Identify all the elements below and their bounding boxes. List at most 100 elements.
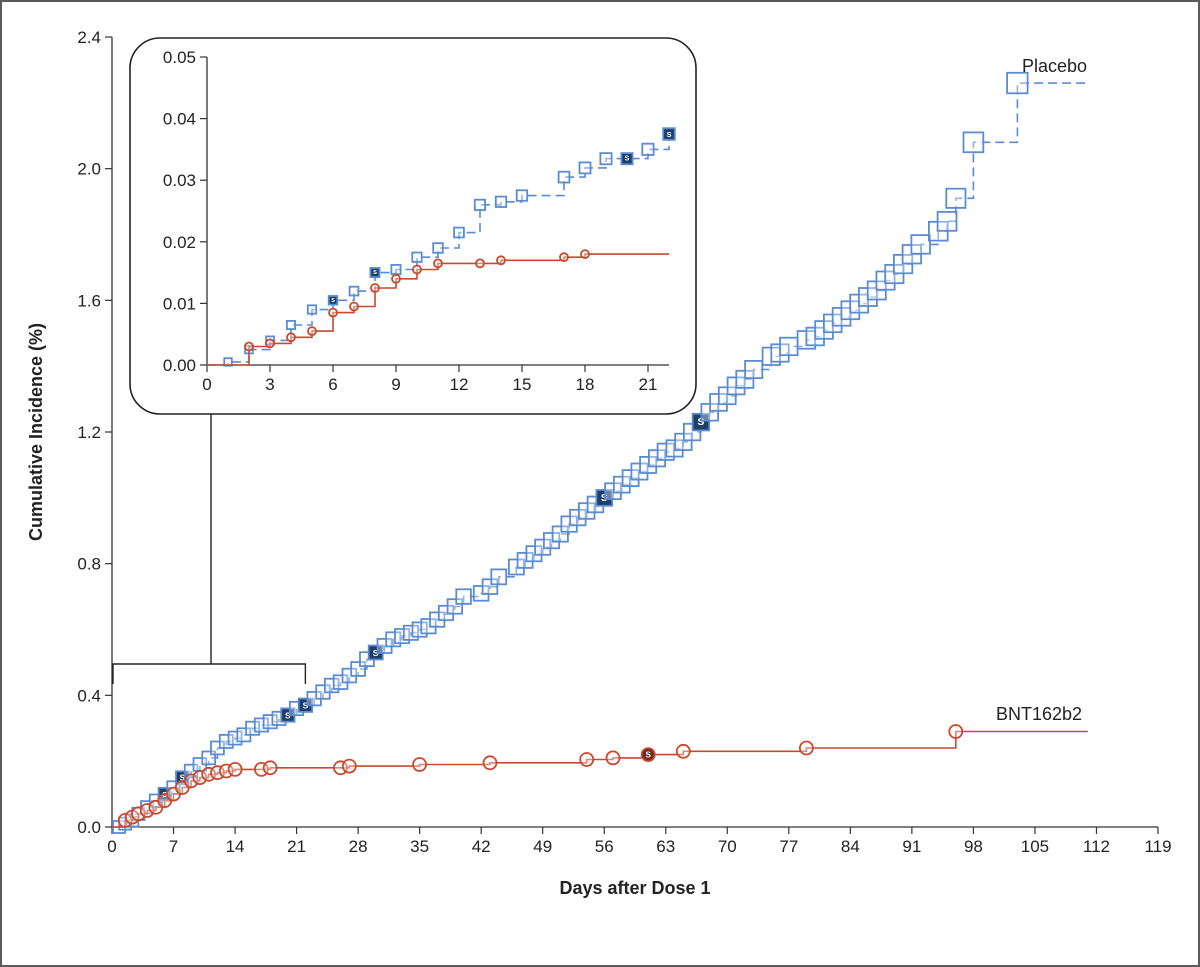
main-x-tick-label: 56: [595, 837, 614, 856]
inset-bnt162b2-point: [307, 326, 317, 337]
main-y-tick-label: 0.0: [77, 818, 101, 837]
main-placebo-point: [490, 568, 508, 586]
inset-x-tick-label: 12: [450, 375, 469, 394]
inset-bnt162b2-point: [370, 283, 380, 293]
main-y-tick-label: 0.4: [77, 686, 101, 705]
main-placebo-point: [534, 538, 552, 556]
main-bnt162b2-point: [579, 752, 595, 767]
inset-bnt162b2-point: [496, 255, 506, 266]
inset-x-tick-label: 3: [265, 375, 274, 394]
inset-placebo-point: [557, 170, 571, 184]
inset-placebo-point: [662, 127, 676, 141]
main-bnt162b2-point: [117, 813, 133, 828]
main-bnt162b2-point: [227, 762, 243, 777]
zoom-bracket: [112, 414, 307, 684]
inset-placebo-point: [432, 242, 444, 254]
inset-x-tick-label: 21: [639, 375, 658, 394]
main-series-bnt162b2: S: [112, 724, 1088, 828]
inset-bnt162b2-point: [433, 258, 443, 269]
inset-placebo-point: [390, 263, 402, 275]
main-plot: 0 7 14 21 28 35 42 49 56 63 70 77 84 91 98 105 112 1190.0…: [77, 28, 1171, 856]
inset-y-tick-label: 0.03: [163, 171, 196, 190]
main-x-tick-label: 91: [902, 837, 921, 856]
inset-placebo-point: [306, 304, 318, 315]
bnt162b2-label: BNT162b2: [996, 704, 1082, 724]
main-x-tick-label: 21: [287, 837, 306, 856]
main-placebo-point: [481, 578, 499, 595]
inset-series-bnt162b2: [207, 249, 669, 366]
inset-marker-label: S: [625, 156, 630, 163]
main-x-tick-label: 84: [841, 837, 860, 856]
zoom-bracket-line: [112, 663, 307, 684]
inset-x-tick-label: 6: [328, 375, 337, 394]
inset-bnt162b2-point: [391, 273, 401, 284]
main-marker-label: S: [303, 701, 309, 711]
main-marker-label: S: [180, 774, 185, 783]
main-placebo-point: [604, 482, 622, 500]
main-marker-label: S: [373, 648, 379, 658]
main-placebo-point: [779, 336, 799, 357]
inset-x-tick-label: 15: [513, 375, 532, 394]
inset-placebo-point: [285, 319, 296, 330]
main-marker-label: S: [697, 417, 704, 428]
inset-x-tick-label: 18: [576, 375, 595, 394]
inset-bnt162b2-point: [328, 307, 338, 318]
inset-x-tick-label: 0: [202, 375, 211, 394]
inset-bnt162b2-point: [559, 252, 569, 263]
main-placebo-point: [446, 598, 464, 615]
y-axis-title: Cumulative Incidence (%): [26, 323, 46, 541]
main-y-tick-label: 1.2: [77, 423, 101, 442]
inset-bnt162b2-step-line: [207, 253, 669, 366]
main-x-tick-label: 0: [107, 837, 116, 856]
main-x-tick-label: 70: [718, 837, 737, 856]
main-placebo-point: [936, 210, 958, 232]
main-placebo-point: [744, 359, 764, 379]
main-bnt162b2-point: [412, 757, 428, 772]
inset-placebo-point: [411, 251, 423, 263]
main-bnt162b2-point: [139, 803, 155, 818]
main-bnt162b2-point: [948, 724, 964, 739]
main-placebo-point: [525, 545, 543, 563]
inset-y-tick-label: 0.05: [163, 48, 196, 67]
inset-marker-label: S: [373, 270, 377, 276]
inset-placebo-point: [599, 152, 613, 166]
inset-bnt162b2-point: [265, 338, 275, 349]
main-placebo-point: [1006, 71, 1029, 95]
inset-placebo-point: [473, 198, 486, 211]
main-series-placebo: S S S S S S S: [112, 71, 1088, 834]
inset-placebo-point: [620, 152, 634, 166]
inset-placebo-point: [369, 267, 381, 279]
main-x-tick-label: 49: [533, 837, 552, 856]
inset-bnt162b2-point: [244, 341, 254, 352]
main-y-tick-label: 2.4: [77, 28, 101, 47]
inset-placebo-point: [641, 142, 655, 156]
main-bnt162b2-point: [799, 740, 814, 756]
inset-bnt162b2-point: [580, 249, 590, 260]
main-x-tick-label: 7: [169, 837, 178, 856]
main-bnt162b2-point: [192, 770, 208, 785]
main-x-tick-label: 112: [1083, 837, 1110, 856]
main-placebo-point: [543, 532, 561, 550]
inset-placebo-point: [578, 161, 592, 175]
main-placebo-point: [910, 234, 931, 255]
main-x-tick-label: 35: [410, 837, 429, 856]
inset-y-tick-label: 0.02: [163, 233, 196, 252]
main-bnt162b2-point: [341, 758, 357, 774]
inset-bnt162b2-point: [349, 301, 359, 312]
inset-bnt162b2-point: [286, 332, 296, 343]
main-x-tick-label: 98: [964, 837, 983, 856]
main-x-tick-label: 77: [779, 837, 798, 856]
inset-placebo-point: [515, 189, 529, 202]
inset-placebo-point: [453, 226, 465, 239]
inset-x-tick-label: 9: [391, 375, 400, 394]
main-bnt162b2-point: [605, 750, 621, 766]
main-placebo-point: [962, 131, 985, 154]
placebo-label: Placebo: [1022, 56, 1087, 76]
inset-placebo-point: [327, 295, 339, 306]
main-bnt162b2-point: [675, 743, 691, 759]
inset-marker-label: S: [331, 298, 335, 304]
inset-bnt162b2-point: [412, 264, 422, 275]
inset-y-tick-label: 0.01: [163, 294, 196, 313]
inset-placebo-point: [348, 285, 360, 297]
inset-panel: 0 3 6 9 12 15 18 21 0.00 0.01 0.02 0.03 0.04 0.05 S S S S: [129, 37, 697, 415]
